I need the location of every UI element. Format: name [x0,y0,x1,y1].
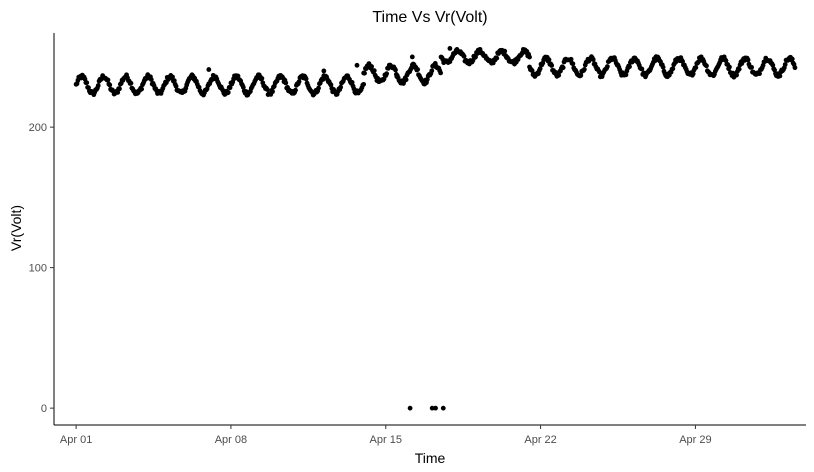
data-point [227,85,233,91]
y-tick-label: 0 [41,403,47,415]
data-point [429,405,435,411]
data-point [354,62,360,68]
data-point [171,78,177,83]
x-tick-label: Apr 08 [215,434,247,446]
data-point [107,82,113,88]
data-point [438,70,444,76]
data-point [502,48,508,54]
y-axis-label: Vr(Volt) [8,205,24,251]
data-point [403,77,409,83]
data-point [556,72,562,78]
data-point [409,54,415,60]
x-tick-label: Apr 01 [60,434,92,446]
data-point [293,87,298,93]
data-point [415,67,421,72]
data-point [173,83,179,89]
data-point [95,83,101,88]
data-point [578,72,584,78]
data-point [225,90,231,95]
data-point [321,68,327,74]
data-point [770,62,776,68]
data-point [777,73,783,79]
data-point [604,64,610,69]
data-point [727,64,732,70]
data-point [757,71,762,77]
data-point [362,70,367,76]
chart-title: Time Vs Vr(Volt) [372,9,487,26]
data-point [537,66,543,71]
data-point [369,64,375,69]
x-tick-label: Apr 15 [370,434,402,446]
data-point [384,71,390,77]
data-point [393,67,398,73]
data-point [736,66,742,72]
y-tick-label: 200 [29,122,47,134]
data-point [316,85,321,91]
x-tick-label: Apr 22 [524,434,556,446]
data-point [84,80,90,86]
data-point [749,64,754,70]
data-point [734,72,739,78]
x-ticks: Apr 01 Apr 08 Apr 15 Apr 22 Apr 29 [60,425,712,446]
data-point [148,77,154,82]
data-point [429,68,435,74]
data-points [73,46,798,411]
x-tick-label: Apr 29 [679,434,711,446]
data-point [240,84,246,90]
data-point [303,76,309,82]
data-point [789,56,795,62]
data-point [792,65,798,71]
data-point [115,90,121,95]
data-point [660,64,666,70]
data-point [206,67,212,72]
data-point [259,76,265,81]
data-point [570,61,576,67]
data-point [627,64,632,70]
data-point [447,46,453,51]
data-point [394,74,400,79]
data-point [270,89,275,95]
data-point [670,66,676,72]
data-point [690,71,696,77]
data-point [117,86,122,92]
data-point [170,74,175,80]
x-axis-label: Time [415,450,446,466]
data-point [723,58,729,64]
data-point [623,72,629,78]
data-point [527,54,532,60]
data-point [105,77,111,83]
data-point [461,53,467,59]
data-point [361,81,367,87]
data-point [693,65,699,70]
data-point [704,63,709,69]
data-point [745,57,751,63]
data-point [371,68,377,74]
data-point [433,405,438,411]
data-point [546,57,552,63]
data-point [283,80,289,86]
data-point [440,405,446,411]
data-point [590,57,596,63]
data-point [296,79,302,85]
data-point [639,66,645,72]
data-point [407,405,413,411]
data-point [128,80,134,86]
data-point [581,66,587,72]
y-ticks: 0 100 200 [29,122,54,415]
data-point [782,62,788,67]
data-point [568,56,574,62]
data-point [680,59,685,64]
data-point [338,84,344,90]
data-point [560,65,566,71]
data-point [549,63,555,68]
data-point [529,68,535,74]
data-point [139,86,144,92]
data-point [264,87,270,92]
y-tick-label: 100 [29,263,47,275]
data-point [349,80,355,85]
data-point [494,55,500,61]
